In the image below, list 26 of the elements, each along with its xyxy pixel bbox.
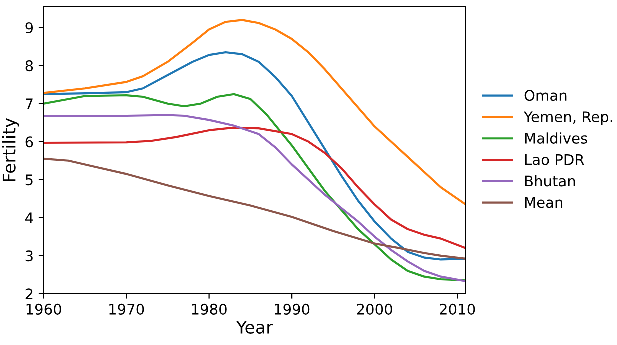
- x-tick-label: 2000: [357, 304, 392, 315]
- line-series: [44, 158, 466, 260]
- line-series: [44, 51, 466, 261]
- y-axis-title: Fertility: [2, 118, 20, 182]
- y-tick-label: 9: [26, 22, 34, 34]
- x-tick-label: 1980: [192, 304, 227, 315]
- legend-label: Bhutan: [525, 175, 576, 187]
- legend-label: Maldives: [525, 132, 588, 144]
- x-axis-title: Year: [236, 321, 274, 334]
- y-tick-label: 3: [26, 250, 33, 262]
- legend-label: Yemen, Rep.: [524, 112, 612, 126]
- y-tick-label: 8: [26, 60, 34, 72]
- legend-label: Oman: [524, 90, 567, 102]
- line-series: [44, 126, 466, 250]
- y-tick-label: 6: [26, 136, 34, 148]
- y-tick-label: 5: [26, 174, 33, 186]
- x-tick-label: 1960: [26, 304, 62, 315]
- line-series: [44, 19, 466, 206]
- legend-label: Lao PDR: [525, 154, 584, 166]
- y-tick-label: 7: [26, 98, 33, 110]
- x-tick-label: 1990: [275, 304, 310, 315]
- y-tick-label: 4: [26, 212, 34, 224]
- y-tick-label: 2: [26, 288, 33, 300]
- x-tick-label: 2010: [440, 304, 476, 315]
- x-tick-label: 1970: [110, 304, 144, 315]
- legend-label: Mean: [525, 197, 563, 208]
